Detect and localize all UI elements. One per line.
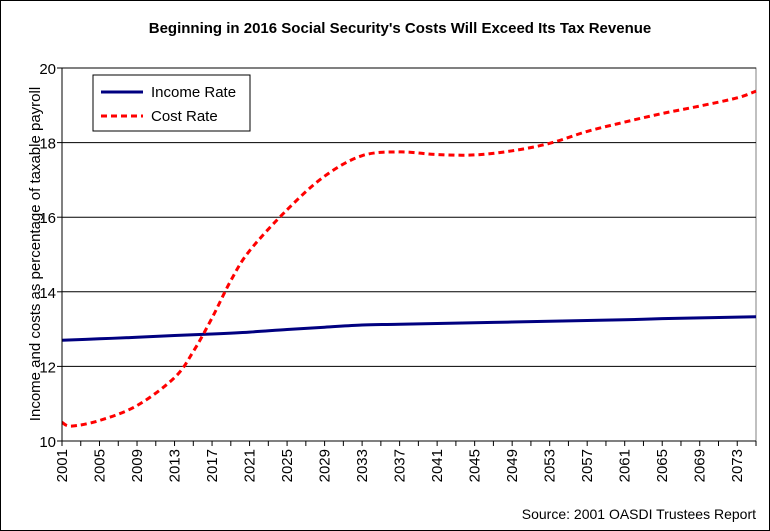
x-tick-label: 2033 (354, 449, 371, 482)
source-note: Source: 2001 OASDI Trustees Report (522, 506, 756, 522)
x-tick-label: 2069 (692, 449, 709, 482)
y-tick-label: 14 (39, 285, 56, 302)
x-tick-label: 2045 (467, 449, 484, 482)
chart-title: Beginning in 2016 Social Security's Cost… (149, 20, 652, 37)
x-tick-label: 2057 (579, 449, 596, 482)
x-tick-label: 2049 (504, 449, 521, 482)
y-tick-label: 20 (39, 61, 56, 78)
x-tick-label: 2005 (92, 449, 109, 482)
y-axis-label: Income and costs as percentage of taxabl… (27, 87, 44, 421)
x-tick-label: 2017 (204, 449, 221, 482)
y-tick-label: 18 (39, 136, 56, 153)
series-layer (61, 89, 757, 428)
y-tick-label: 10 (39, 434, 56, 451)
legend-label: Income Rate (151, 84, 236, 101)
legend-box (92, 74, 251, 132)
y-tick-labels: 10 12 14 16 18 20 (39, 61, 56, 451)
x-tick-label: 2029 (317, 449, 334, 482)
axes (57, 67, 757, 446)
series-line-cost-rate (61, 89, 757, 428)
series-line-income-rate (61, 315, 757, 342)
x-tick-label: 2009 (129, 449, 146, 482)
x-tick-label: 2053 (542, 449, 559, 482)
legend: Income Rate Cost Rate (92, 74, 251, 132)
x-tick-label: 2013 (167, 449, 184, 482)
x-tick-label: 2021 (242, 449, 259, 482)
y-tick-label: 16 (39, 210, 56, 227)
x-tick-label: 2025 (279, 449, 296, 482)
y-tick-label: 12 (39, 359, 56, 376)
x-tick-label: 2037 (392, 449, 409, 482)
x-tick-label: 2073 (729, 449, 746, 482)
x-tick-labels: 2001 2005 2009 2013 2017 2021 2025 2029 2033 2037… (54, 449, 746, 482)
legend-label: Cost Rate (151, 108, 218, 125)
x-tick-label: 2041 (429, 449, 446, 482)
x-tick-label: 2065 (654, 449, 671, 482)
x-tick-label: 2001 (54, 449, 71, 482)
x-tick-label: 2061 (617, 449, 634, 482)
gridlines (62, 67, 756, 367)
